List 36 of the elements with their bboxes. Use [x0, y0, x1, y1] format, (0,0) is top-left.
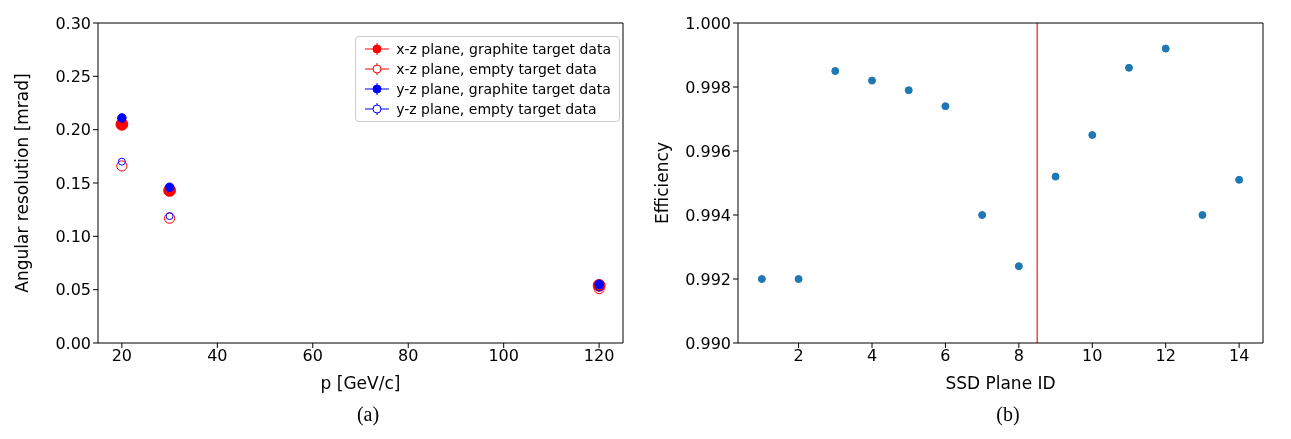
x-tick-label: 120 — [583, 346, 615, 366]
x-tick-label: 14 — [1228, 346, 1250, 366]
text: (a) — [355, 403, 381, 426]
y-tick-label: 0.25 — [55, 67, 91, 87]
legend-label: y-z plane, empty target data — [396, 100, 597, 119]
x-tick-label: 20 — [111, 346, 133, 366]
y-tick-label: 1.000 — [685, 13, 731, 33]
x-tick-label: 8 — [1013, 346, 1024, 366]
y-tick-label: 0.05 — [55, 280, 91, 300]
y-tick-label: 0.992 — [685, 269, 731, 289]
x-tick-label: 10 — [1082, 346, 1103, 366]
x-tick-label: 6 — [940, 346, 951, 366]
y-tick-label: 0.30 — [55, 13, 91, 33]
x-tick-label: 60 — [302, 346, 323, 366]
x-tick-label: 12 — [1155, 346, 1176, 366]
legend-label: x-z plane, graphite target data — [396, 40, 611, 59]
y-tick-label: 0.998 — [685, 77, 731, 97]
y-tick-label: 0.996 — [685, 141, 731, 161]
legend-label: y-z plane, graphite target data — [396, 80, 611, 99]
y-axis-title: Efficiency — [652, 142, 673, 224]
x-tick-label: 100 — [488, 346, 519, 366]
x-tick-label: 2 — [793, 346, 804, 366]
x-tick-label: 40 — [207, 346, 228, 366]
y-axis-title: Angular resolution [mrad] — [12, 73, 33, 293]
y-tick-label: 0.994 — [685, 205, 731, 225]
y-tick-label: 0.00 — [55, 333, 91, 353]
x-axis-title: p [GeV/c] — [320, 373, 401, 393]
y-tick-label: 0.990 — [685, 333, 731, 353]
x-tick-label: 80 — [398, 346, 419, 366]
y-tick-label: 0.20 — [55, 120, 91, 140]
text: (b) — [995, 403, 1021, 426]
y-tick-label: 0.15 — [55, 173, 91, 193]
x-tick-label: 4 — [866, 346, 878, 366]
legend-label: x-z plane, empty target data — [396, 60, 597, 79]
x-axis-title: SSD Plane ID — [945, 373, 1056, 393]
y-tick-label: 0.10 — [55, 227, 91, 247]
